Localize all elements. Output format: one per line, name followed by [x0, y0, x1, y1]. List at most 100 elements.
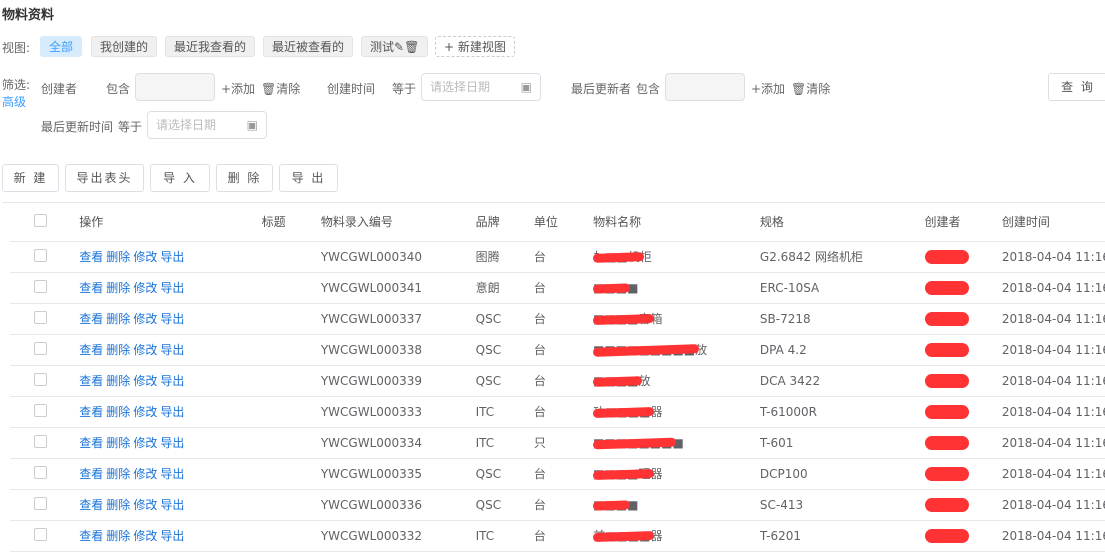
edit-link[interactable]: 修改 — [133, 250, 158, 264]
row-checkbox[interactable] — [34, 527, 47, 541]
row-checkbox[interactable] — [34, 403, 47, 417]
export-header-button[interactable]: 导出表头 — [65, 164, 144, 192]
new-view-button[interactable]: + 新建视图 — [435, 36, 515, 57]
advanced-link[interactable]: 高级 — [2, 95, 27, 109]
creator-input[interactable] — [135, 73, 215, 101]
view-recent-viewed[interactable]: 最近我查看的 — [165, 36, 256, 57]
view-link[interactable]: 查看 — [79, 498, 104, 512]
table-row: 查看 删除 修改 导出 YWCGWL000335 QSC 台 ■■■■理器 DCP10… — [10, 458, 1105, 490]
edit-link[interactable]: 修改 — [133, 436, 158, 450]
delete-link[interactable]: 删除 — [106, 529, 131, 543]
row-code: YWCGWL000340 — [320, 241, 476, 273]
export-button[interactable]: 导 出 — [279, 164, 338, 192]
updater-clear-button[interactable]: 🗑清除 — [791, 80, 830, 97]
view-link[interactable]: 查看 — [79, 436, 104, 450]
edit-link[interactable]: 修改 — [133, 498, 158, 512]
row-actions: 查看 删除 修改 导出 — [79, 272, 262, 304]
materials-table: 操作 标题 物料录入编号 品牌 单位 物料名称 规格 创建者 创建时间 查看 删除… — [10, 203, 1105, 552]
delete-link[interactable]: 删除 — [106, 281, 131, 295]
view-link[interactable]: 查看 — [79, 374, 104, 388]
delete-link[interactable]: 删除 — [106, 405, 131, 419]
col-brand: 品牌 — [475, 203, 534, 242]
edit-link[interactable]: 修改 — [133, 405, 158, 419]
created-date-picker[interactable]: 请选择日期 ▣ — [421, 73, 541, 101]
view-test[interactable]: 测试✎🗑 — [361, 36, 429, 57]
row-checkbox[interactable] — [34, 372, 47, 386]
row-code: YWCGWL000341 — [320, 272, 476, 304]
select-all-checkbox[interactable] — [34, 213, 47, 227]
row-spec: DPA 4.2 — [759, 334, 925, 366]
export-link[interactable]: 导出 — [160, 374, 185, 388]
export-link[interactable]: 导出 — [160, 250, 185, 264]
row-checkbox[interactable] — [34, 248, 47, 262]
row-created-time: 2018-04-04 11:16 — [1001, 272, 1105, 304]
clear-label: 清除 — [806, 82, 831, 96]
row-created-time: 2018-04-04 11:16 — [1001, 427, 1105, 459]
row-name: 功■■■■器 — [593, 405, 663, 419]
row-unit: 台 — [533, 458, 594, 490]
delete-button[interactable]: 删 除 — [216, 164, 273, 192]
row-checkbox[interactable] — [34, 310, 47, 324]
export-link[interactable]: 导出 — [160, 405, 185, 419]
row-checkbox[interactable] — [34, 465, 47, 479]
export-link[interactable]: 导出 — [160, 281, 185, 295]
view-link[interactable]: 查看 — [79, 467, 104, 481]
row-name: ■■■■ — [593, 497, 639, 512]
row-brand: ITC — [475, 396, 534, 428]
view-mine[interactable]: 我创建的 — [91, 36, 158, 57]
view-all[interactable]: 全部 — [40, 36, 83, 57]
row-name: 扌■■机柜 — [593, 250, 652, 264]
row-checkbox[interactable] — [34, 341, 47, 355]
creator-label: 创建者 — [41, 82, 78, 96]
delete-link[interactable]: 删除 — [106, 467, 131, 481]
creator-add-button[interactable]: +添加 — [221, 82, 256, 96]
view-recently-seen[interactable]: 最近被查看的 — [263, 36, 354, 57]
edit-icon[interactable]: ✎ — [394, 40, 405, 54]
view-link[interactable]: 查看 — [79, 529, 104, 543]
row-checkbox[interactable] — [34, 496, 47, 510]
export-link[interactable]: 导出 — [160, 529, 185, 543]
row-checkbox[interactable] — [34, 434, 47, 448]
row-actions: 查看 删除 修改 导出 — [79, 303, 262, 335]
edit-link[interactable]: 修改 — [133, 467, 158, 481]
view-link[interactable]: 查看 — [79, 343, 104, 357]
edit-link[interactable]: 修改 — [133, 529, 158, 543]
import-button[interactable]: 导 入 — [150, 164, 210, 192]
export-link[interactable]: 导出 — [160, 436, 185, 450]
delete-link[interactable]: 删除 — [106, 250, 131, 264]
delete-link[interactable]: 删除 — [106, 343, 131, 357]
row-brand: ITC — [475, 520, 534, 552]
updater-add-button[interactable]: +添加 — [751, 82, 786, 96]
row-checkbox[interactable] — [34, 279, 47, 293]
view-link[interactable]: 查看 — [79, 250, 104, 264]
col-actions: 操作 — [79, 203, 262, 242]
updated-date-picker[interactable]: 请选择日期 ▣ — [147, 111, 267, 139]
new-button[interactable]: 新 建 — [2, 164, 59, 192]
delete-link[interactable]: 删除 — [106, 436, 131, 450]
view-link[interactable]: 查看 — [79, 405, 104, 419]
export-link[interactable]: 导出 — [160, 467, 185, 481]
export-link[interactable]: 导出 — [160, 498, 185, 512]
edit-link[interactable]: 修改 — [133, 374, 158, 388]
creator-clear-button[interactable]: 🗑清除 — [261, 80, 300, 97]
view-link[interactable]: 查看 — [79, 281, 104, 295]
delete-link[interactable]: 删除 — [106, 374, 131, 388]
row-title — [261, 272, 321, 304]
delete-link[interactable]: 删除 — [106, 312, 131, 326]
edit-link[interactable]: 修改 — [133, 312, 158, 326]
query-button[interactable]: 查 询 — [1048, 73, 1105, 101]
view-link[interactable]: 查看 — [79, 312, 104, 326]
created-time-label: 创建时间 — [327, 82, 376, 96]
export-link[interactable]: 导出 — [160, 312, 185, 326]
calendar-icon: ▣ — [246, 118, 258, 132]
updater-input[interactable] — [665, 73, 745, 101]
row-code: YWCGWL000339 — [320, 365, 476, 397]
trash-icon[interactable]: 🗑 — [404, 40, 420, 54]
delete-link[interactable]: 删除 — [106, 498, 131, 512]
row-name: ■■■■理器 — [593, 467, 663, 481]
redacted-creator — [924, 528, 969, 543]
edit-link[interactable]: 修改 — [133, 343, 158, 357]
row-title — [261, 303, 321, 335]
edit-link[interactable]: 修改 — [133, 281, 158, 295]
export-link[interactable]: 导出 — [160, 343, 185, 357]
